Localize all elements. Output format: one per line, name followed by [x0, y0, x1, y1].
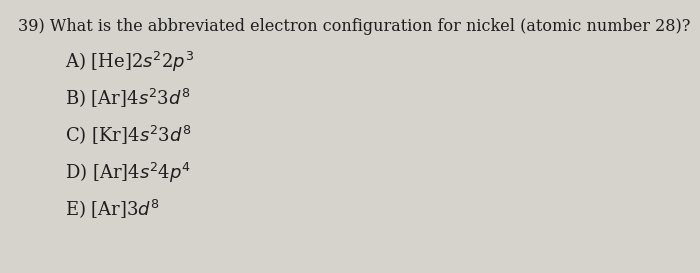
Text: B) [Ar]4$s^{2}$3$d^{8}$: B) [Ar]4$s^{2}$3$d^{8}$: [65, 87, 190, 110]
Text: 39) What is the abbreviated electron configuration for nickel (atomic number 28): 39) What is the abbreviated electron con…: [18, 18, 690, 35]
Text: C) [Kr]4$s^{2}$3$d^{8}$: C) [Kr]4$s^{2}$3$d^{8}$: [65, 124, 191, 147]
Text: A) [He]2$s^{2}$2$p^{3}$: A) [He]2$s^{2}$2$p^{3}$: [65, 50, 194, 74]
Text: D) [Ar]4$s^{2}$4$p^{4}$: D) [Ar]4$s^{2}$4$p^{4}$: [65, 161, 191, 185]
Text: E) [Ar]3$d^{8}$: E) [Ar]3$d^{8}$: [65, 198, 160, 221]
